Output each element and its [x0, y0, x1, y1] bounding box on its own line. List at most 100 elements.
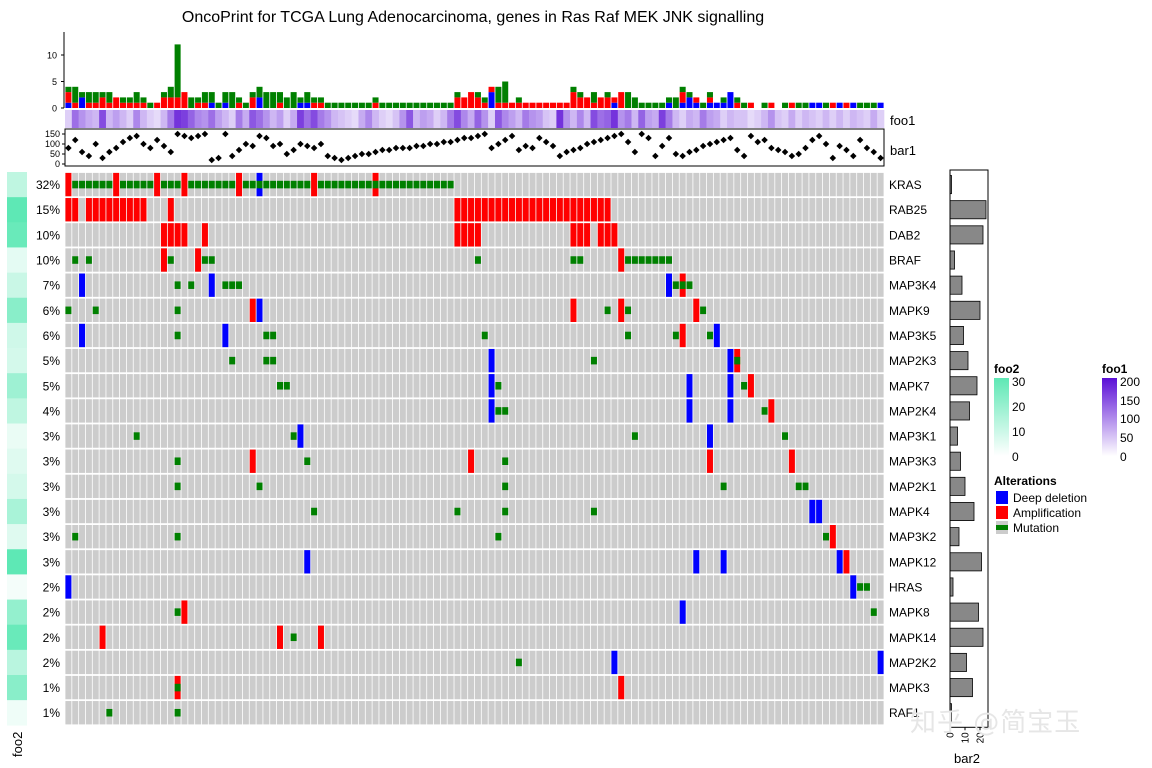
matrix-bg-cell [522, 273, 529, 297]
top-bar-segment [99, 97, 106, 108]
mutation-cell [822, 532, 829, 541]
matrix-bg-cell [775, 273, 782, 297]
mutation-cell [290, 180, 297, 189]
matrix-bg-cell [106, 499, 113, 524]
matrix-bg-cell [249, 499, 256, 524]
matrix-bg-cell [529, 499, 536, 524]
matrix-bg-cell [345, 499, 352, 524]
matrix-bg-cell [822, 650, 829, 675]
foo1-cell [576, 110, 584, 128]
matrix-bg-cell [249, 650, 256, 675]
matrix-bg-cell [659, 323, 666, 348]
top-bar-segment [236, 102, 243, 108]
amplification-cell [618, 248, 625, 272]
matrix-bg-cell [270, 474, 277, 499]
matrix-bg-cell [850, 600, 857, 624]
matrix-bg-cell [556, 675, 563, 700]
matrix-bg-cell [154, 525, 161, 549]
matrix-bg-cell [822, 499, 829, 524]
matrix-bg-cell [140, 399, 147, 423]
matrix-bg-cell [106, 298, 113, 322]
matrix-bg-cell [802, 525, 809, 549]
matrix-bg-cell [331, 701, 338, 725]
matrix-bg-cell [604, 172, 611, 197]
matrix-bg-cell [79, 575, 86, 599]
matrix-bg-cell [611, 701, 618, 725]
percent-label: 3% [43, 505, 61, 519]
matrix-bg-cell [590, 650, 597, 675]
matrix-bg-cell [195, 625, 202, 649]
matrix-bg-cell [338, 550, 345, 574]
top-bar-segment [727, 92, 734, 108]
matrix-bg-cell [631, 525, 638, 549]
matrix-bg-cell [208, 550, 215, 574]
matrix-bg-cell [79, 650, 86, 675]
matrix-bg-cell [365, 474, 372, 499]
matrix-bg-cell [863, 625, 870, 649]
matrix-bg-cell [768, 223, 775, 247]
mutation-cell [795, 482, 802, 491]
matrix-bg-cell [140, 499, 147, 524]
matrix-bg-cell [788, 474, 795, 499]
matrix-bg-cell [229, 298, 236, 322]
top-bar-segment [256, 86, 263, 98]
matrix-bg-cell [611, 273, 618, 297]
matrix-bg-cell [802, 248, 809, 272]
matrix-bg-cell [215, 374, 222, 398]
matrix-bg-cell [420, 701, 427, 725]
matrix-bg-cell [208, 223, 215, 247]
foo1-cell [283, 110, 291, 128]
top-bar-segment [850, 102, 857, 108]
matrix-bg-cell [679, 449, 686, 473]
matrix-bg-cell [775, 424, 782, 448]
matrix-bg-cell [304, 374, 311, 398]
matrix-bg-cell [584, 600, 591, 624]
matrix-bg-cell [802, 600, 809, 624]
matrix-bg-cell [782, 248, 789, 272]
matrix-bg-cell [816, 525, 823, 549]
matrix-bg-cell [713, 198, 720, 222]
matrix-bg-cell [106, 600, 113, 624]
matrix-bg-cell [570, 424, 577, 448]
bar1-point [426, 140, 434, 148]
matrix-bg-cell [577, 650, 584, 675]
matrix-bg-cell [734, 424, 741, 448]
matrix-bg-cell [406, 323, 413, 348]
matrix-bg-cell [672, 550, 679, 574]
bar1-point [727, 134, 734, 142]
matrix-bg-cell [822, 273, 829, 297]
matrix-bg-cell [331, 273, 338, 297]
matrix-bg-cell [741, 248, 748, 272]
matrix-bg-cell [693, 474, 700, 499]
matrix-bg-cell [106, 323, 113, 348]
matrix-bg-cell [229, 223, 236, 247]
matrix-bg-cell [822, 298, 829, 322]
matrix-bg-cell [393, 223, 400, 247]
matrix-bg-cell [270, 449, 277, 473]
matrix-bg-cell [857, 198, 864, 222]
matrix-bg-cell [106, 550, 113, 574]
matrix-bg-cell [276, 348, 283, 373]
matrix-bg-cell [468, 424, 475, 448]
matrix-bg-cell [331, 348, 338, 373]
matrix-bg-cell [672, 374, 679, 398]
matrix-bg-cell [727, 223, 734, 247]
foo2-cell [7, 297, 27, 324]
matrix-bg-cell [454, 374, 461, 398]
mutation-cell [229, 281, 236, 289]
matrix-bg-cell [659, 550, 666, 574]
matrix-bg-cell [877, 550, 884, 574]
matrix-bg-cell [311, 474, 318, 499]
matrix-bg-cell [693, 223, 700, 247]
matrix-bg-cell [133, 575, 140, 599]
matrix-bg-cell [133, 223, 140, 247]
matrix-bg-cell [645, 172, 652, 197]
top-bar-segment [317, 97, 324, 103]
matrix-bg-cell [713, 449, 720, 473]
matrix-bg-cell [126, 650, 133, 675]
matrix-bg-cell [870, 323, 877, 348]
matrix-bg-cell [249, 525, 256, 549]
matrix-bg-cell [775, 298, 782, 322]
matrix-bg-cell [427, 298, 434, 322]
